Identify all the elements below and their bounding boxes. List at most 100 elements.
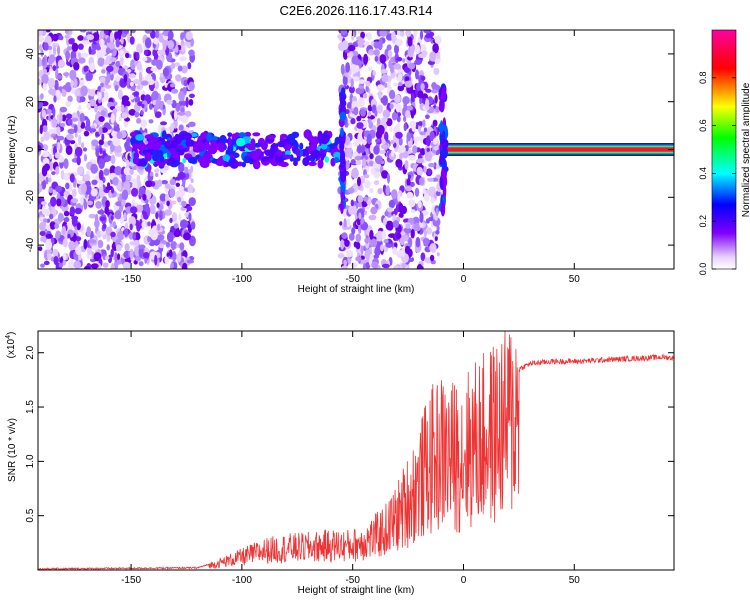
spectrogram-cell [112, 138, 121, 147]
spectrogram-cell [342, 75, 348, 86]
snr-xtick-label: 0 [461, 575, 467, 586]
spectrogram-cell [192, 146, 202, 153]
spectrogram-cell [394, 242, 398, 248]
spectrogram-cell [114, 152, 123, 157]
spectrogram-cell [364, 180, 371, 189]
spectrogram-cell [362, 158, 367, 169]
spectrogram-cell [398, 145, 406, 153]
spectrogram-cell [69, 69, 77, 81]
spectrogram-cell [308, 161, 317, 166]
spectrogram-cell [421, 50, 425, 56]
spectrogram-cell [62, 252, 67, 261]
spectrogram-cell [340, 30, 348, 36]
spectrogram-cell [107, 42, 115, 50]
spectrogram-cell [441, 138, 449, 149]
spectrogram-cell [354, 155, 363, 161]
spectrogram-cell [427, 168, 432, 176]
spectrogram-cell [101, 133, 105, 141]
spectrogram-cell [176, 252, 182, 263]
spectrogram-cell [186, 205, 193, 212]
spectrogram-cell [90, 163, 98, 174]
spectrogram-cell [155, 172, 159, 177]
spectrogram-cell [395, 158, 403, 168]
colorbar-tick-label: 0.6 [698, 119, 708, 132]
spectrogram-cell [42, 56, 46, 66]
spectrogram-cell [391, 31, 396, 42]
spectrogram-cell [117, 230, 125, 241]
spectrogram-cell [136, 175, 141, 182]
spectrogram-cell [125, 100, 131, 107]
svg-text:(x104): (x104) [5, 332, 17, 359]
spectrogram-cell [383, 217, 387, 226]
spectrogram-cell [63, 190, 70, 198]
spectrogram-cell [417, 121, 424, 126]
spectrogram-cell [392, 220, 398, 228]
spectrogram-cell [77, 35, 84, 41]
spectrogram-cell [429, 51, 437, 62]
spectrogram-cell [350, 159, 356, 165]
spectrogram-cell [42, 125, 48, 133]
spectrogram-cell [343, 259, 348, 266]
spectrogram-cell [341, 40, 349, 51]
spectrogram-cell [63, 158, 69, 169]
spectrogram-cell [53, 135, 57, 140]
spectrogram-cell [86, 226, 92, 237]
spectrogram-cell [134, 239, 139, 247]
spectrogram-cell [62, 238, 68, 247]
spectrogram-cell [432, 138, 438, 145]
spectrogram-cell [222, 154, 231, 162]
snr-x-axis-label: Height of straight line (km) [298, 585, 415, 596]
spectrogram-cell [85, 118, 91, 129]
spectrogram-cell [125, 174, 132, 181]
spectrogram-cell [56, 126, 61, 137]
spectrogram-cell [177, 65, 183, 72]
spectrogram-cell [118, 179, 122, 191]
spectrogram-cell [310, 149, 320, 159]
spectrogram-cell [393, 63, 402, 70]
spectrogram-cell [54, 152, 61, 159]
spectrogram-cell [141, 104, 145, 108]
spectrogram-cell [48, 177, 52, 183]
spectrogram-cell [393, 82, 399, 87]
spectrogram-cell [64, 34, 71, 39]
spectrogram-cell [370, 167, 376, 175]
spectrogram-cell [47, 77, 56, 89]
spectrogram-cell [133, 78, 141, 85]
spectrogram-cell [56, 74, 63, 80]
spectrogram-cell [86, 102, 91, 110]
spectrogram-cell [351, 100, 360, 109]
spectrogram-cell [151, 141, 161, 151]
spectrogram-cell [77, 104, 82, 111]
spectrogram-cell [426, 147, 430, 152]
spectrogram-cell [362, 263, 366, 269]
spectrogram-cell [65, 30, 69, 34]
spectrogram-cell [97, 92, 102, 101]
spectrogram-cell [357, 176, 361, 187]
spectrogram-cell [54, 79, 59, 91]
spectrogram-cell [377, 124, 385, 136]
spectrogram-cell [368, 214, 377, 221]
spectrogram-cell [114, 84, 119, 92]
spectrogram-cell [393, 265, 400, 269]
spectrogram-cell [419, 212, 424, 224]
spectrogram-cell [123, 212, 127, 221]
spectrogram-cell [59, 113, 63, 123]
spectrogram-cell [358, 79, 366, 84]
spectrogram-cell [275, 154, 280, 164]
spectrogram-cell [182, 157, 187, 164]
spectrogram-cell [210, 140, 218, 150]
spectrogram-cell [171, 212, 178, 223]
spectrogram-cell [177, 196, 182, 203]
spectrogram-cell [100, 82, 104, 88]
spectrogram-cell [357, 132, 363, 143]
spectrogram-cell [58, 35, 64, 41]
spectrogram-cell [101, 98, 105, 104]
spectrogram-cell [118, 49, 125, 58]
spectrogram-cell [351, 168, 359, 179]
spectrogram-cell [367, 118, 372, 124]
spectrogram-cell [389, 103, 394, 110]
spectrogram-cell [97, 239, 104, 249]
spectrogram-cell [174, 62, 181, 67]
spectrogram-cell [68, 259, 75, 269]
spectrogram-cell [187, 184, 194, 194]
